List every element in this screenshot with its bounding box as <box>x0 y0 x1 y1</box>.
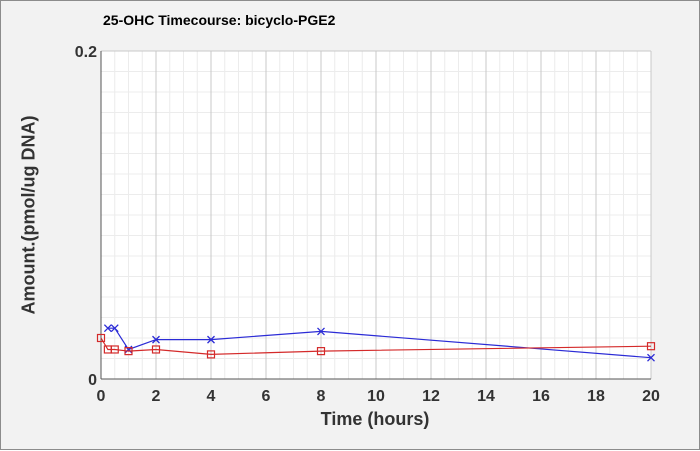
x-tick-label: 10 <box>367 388 385 405</box>
series-1-point <box>317 327 325 336</box>
series-2-point <box>124 347 133 356</box>
x-tick-label: 0 <box>97 388 106 405</box>
series-1-point <box>207 335 215 344</box>
x-tick-label: 12 <box>422 388 440 405</box>
x-tick-label: 18 <box>587 388 605 405</box>
y-tick-label: 0 <box>88 372 97 389</box>
series-1-point <box>110 324 119 333</box>
series-2-line <box>100 337 652 356</box>
series-1-point <box>152 335 160 344</box>
y-tick-label: 0.2 <box>75 44 97 61</box>
x-axis-label: Time (hours) <box>320 409 430 429</box>
x-tick-label: 16 <box>532 388 550 405</box>
x-tick-label: 4 <box>207 388 216 405</box>
x-tick-label: 14 <box>477 388 495 405</box>
series-2-point <box>206 350 216 359</box>
x-tick-label: 6 <box>262 388 271 405</box>
series-2-point <box>96 333 106 343</box>
series-2-point <box>110 345 119 354</box>
x-tick-label: 8 <box>317 388 326 405</box>
series-2-point <box>646 342 656 351</box>
series-1-point <box>103 324 112 333</box>
series-2-point <box>316 347 326 356</box>
series-1-point <box>647 353 655 362</box>
series-2-point <box>151 345 161 354</box>
x-tick-label: 20 <box>642 388 660 405</box>
x-tick-label: 2 <box>152 388 161 405</box>
chart-title: 25-OHC Timecourse: bicyclo-PGE2 <box>103 12 336 28</box>
